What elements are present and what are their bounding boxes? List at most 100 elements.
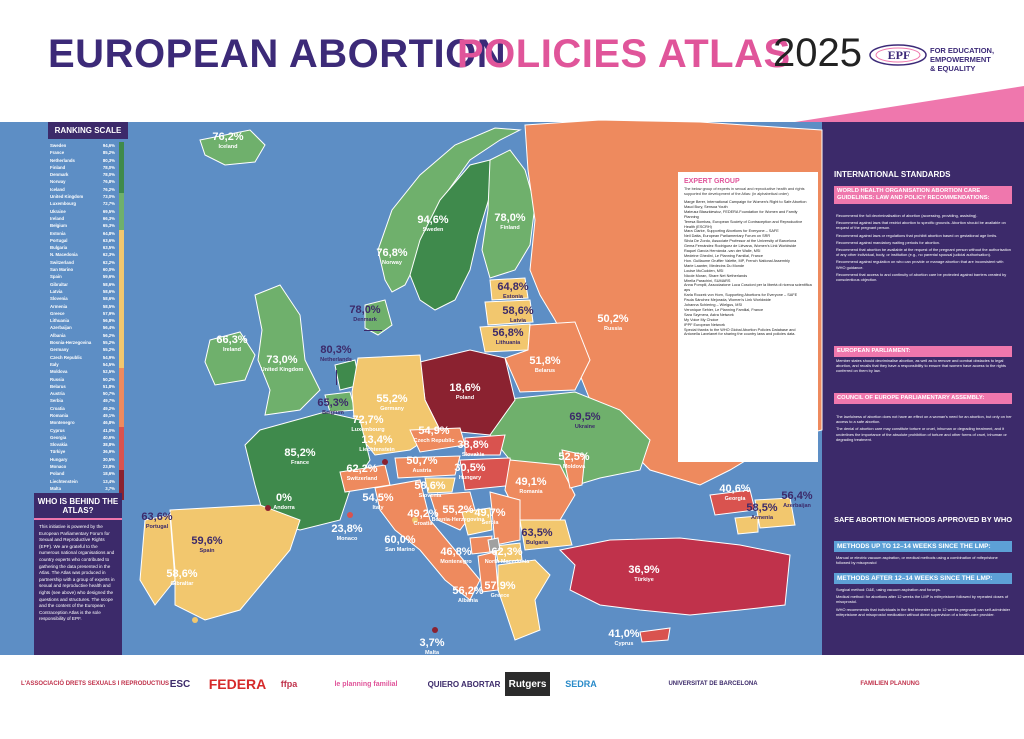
expert-member: Mirella Parachini, SUMARS [684, 278, 731, 283]
country-france [244, 411, 371, 531]
country-bosnia [461, 507, 493, 536]
country-kosovo [487, 537, 501, 553]
country-malta [432, 627, 438, 633]
ranking-color-bar [119, 207, 124, 215]
ranking-color-bar [119, 236, 124, 245]
ranking-country: United Kingdom [50, 194, 84, 200]
label-monaco: 23,8% Monaco [331, 523, 363, 543]
ranking-country: San Marino [50, 267, 74, 273]
ranking-color-bar [119, 171, 124, 179]
label-france: 85,2% France [284, 447, 316, 467]
ranking-country: Azerbaijan [50, 325, 72, 331]
who-guidelines-heading: WORLD HEALTH ORGANISATION ABORTION CARE … [834, 186, 1012, 204]
expert-title: EXPERT GROUP [684, 178, 740, 185]
expert-member: Marge Berer, International Campaign for … [684, 200, 807, 204]
ranking-country: Ireland [50, 215, 65, 221]
ranking-color-bar [119, 200, 124, 208]
expert-member: Sara Szymera, Astra Network [684, 312, 734, 317]
ranking-color-bar [119, 273, 124, 281]
country-bulgaria [519, 519, 573, 551]
ranking-row: Serbia 49,7% [48, 397, 128, 405]
ranking-row: Denmark 78,0% [48, 171, 128, 179]
ranking-value: 63,5% [102, 245, 115, 251]
ranking-country: Moldova [50, 369, 68, 375]
label-russia: 50,2% Russia [597, 313, 629, 333]
label-uk: 73,0% United Kingdom [260, 354, 304, 374]
ranking-country: Spain [50, 274, 62, 280]
ranking-value: 54,9% [102, 354, 115, 360]
ranking-color-bar [119, 163, 124, 172]
ranking-row: Latvia 58,6% [48, 287, 128, 296]
standard-item: The lawfulness of abortion does not have… [836, 414, 1012, 425]
label-hungary: 30,5% Hungary [454, 462, 486, 482]
ranking-value: 58,5% [102, 303, 115, 309]
standard-item: Medical method: for abortions after 12 w… [836, 594, 1009, 605]
ranking-value: 36,9% [102, 449, 115, 455]
label-slovenia: 58,6% Slovenia [414, 480, 446, 500]
ranking-country: Liechtenstein [50, 478, 78, 484]
ranking-color-bar [119, 222, 124, 230]
ranking-row: Hungary 30,5% [48, 455, 128, 464]
partner-logo-planning: le planning familial [334, 680, 398, 688]
ranking-row: Czech Republic 54,9% [48, 353, 128, 361]
ranking-value: 69,5% [102, 208, 115, 214]
ranking-value: 18,6% [102, 471, 115, 477]
ranking-color-bar [119, 251, 124, 259]
expert-member: Neil Datta, European Parliamentary Forum… [684, 234, 771, 239]
ranking-value: 76,8% [102, 179, 115, 185]
ranking-row: Moldova 52,5% [48, 368, 128, 376]
ranking-color-bar [119, 426, 124, 434]
ranking-color-bar [119, 477, 124, 485]
standard-item: Recommend against mandatory waiting peri… [836, 239, 941, 245]
coe-heading: COUNCIL OF EUROPE PARLIAMENTARY ASSEMBLY… [834, 393, 1012, 404]
ranking-country: Monaco [50, 464, 67, 470]
expert-member: Mateusz Błaszkiewicz, FEDERA Foundation … [684, 209, 798, 219]
ranking-color-bar [119, 484, 124, 493]
ranking-row: Türkiye 36,9% [48, 448, 128, 456]
ranking-row: Greece 57,9% [48, 309, 128, 318]
who-title: WHO IS BEHIND THE ATLAS? [34, 493, 122, 520]
coe-list: The lawfulness of abortion does not have… [836, 414, 1012, 444]
ranking-value: 63,6% [102, 237, 115, 243]
ranking-row: Estonia 64,8% [48, 229, 128, 237]
label-serbia: 49,7% Serbia [474, 507, 506, 527]
ranking-value: 55,2% [102, 340, 115, 346]
label-cyprus: 41,0% Cyprus [608, 628, 640, 648]
ranking-value: 49,7% [102, 398, 115, 404]
ranking-country: Portugal [50, 237, 68, 243]
epf-logo: EPF [869, 44, 927, 66]
ranking-country: Iceland [50, 186, 65, 192]
ranking-country: N. Macedonia [50, 252, 78, 258]
ranking-color-bar [119, 244, 124, 252]
label-denmark: 78,0% Denmark [349, 304, 381, 324]
ranking-color-bar [119, 339, 124, 347]
ranking-country: Serbia [50, 398, 64, 404]
ranking-value: 46,8% [102, 420, 115, 426]
ranking-row: Portugal 63,6% [48, 236, 128, 245]
ranking-country: Czech Republic [50, 354, 82, 360]
ranking-color-bar [119, 193, 124, 201]
label-ukraine: 69,5% Ukraine [569, 411, 601, 431]
expert-member: Anna Pompili, Associazione Luca Coscioni… [684, 283, 812, 293]
country-iceland [199, 129, 266, 166]
standard-item: Surgical method: D&E, using vacuum aspir… [836, 587, 941, 592]
expert-member: Mara Clarke, Supporting Abortions for Ev… [684, 229, 779, 234]
expert-member: Maud Bury, Sensoa Youth [684, 204, 728, 209]
ranking-value: 54,5% [102, 361, 115, 367]
ranking-row: Ukraine 69,5% [48, 207, 128, 215]
label-bulgaria: 63,5% Bulgaria [521, 527, 553, 547]
standard-item: Recommend that access to and continuity … [836, 271, 1007, 283]
ranking-row: Germany 55,2% [48, 346, 128, 354]
ranking-row: N. Macedonia 62,3% [48, 251, 128, 259]
ranking-color-bar [119, 448, 124, 456]
ranking-row: Slovakia 38,8% [48, 441, 128, 449]
label-moldova: 52,5% Moldova [558, 451, 590, 471]
ranking-row: Luxembourg 72,7% [48, 200, 128, 208]
ranking-row: Croatia 49,2% [48, 404, 128, 412]
ranking-country: Luxembourg [50, 201, 77, 207]
country-andorra [265, 505, 271, 511]
expert-member: Nicole Moran, Share Net Netherlands [684, 273, 748, 278]
ranking-value: 94,6% [102, 143, 115, 148]
label-armenia: 58,5% Armenia [746, 502, 778, 522]
ranking-color-bar [119, 266, 124, 274]
